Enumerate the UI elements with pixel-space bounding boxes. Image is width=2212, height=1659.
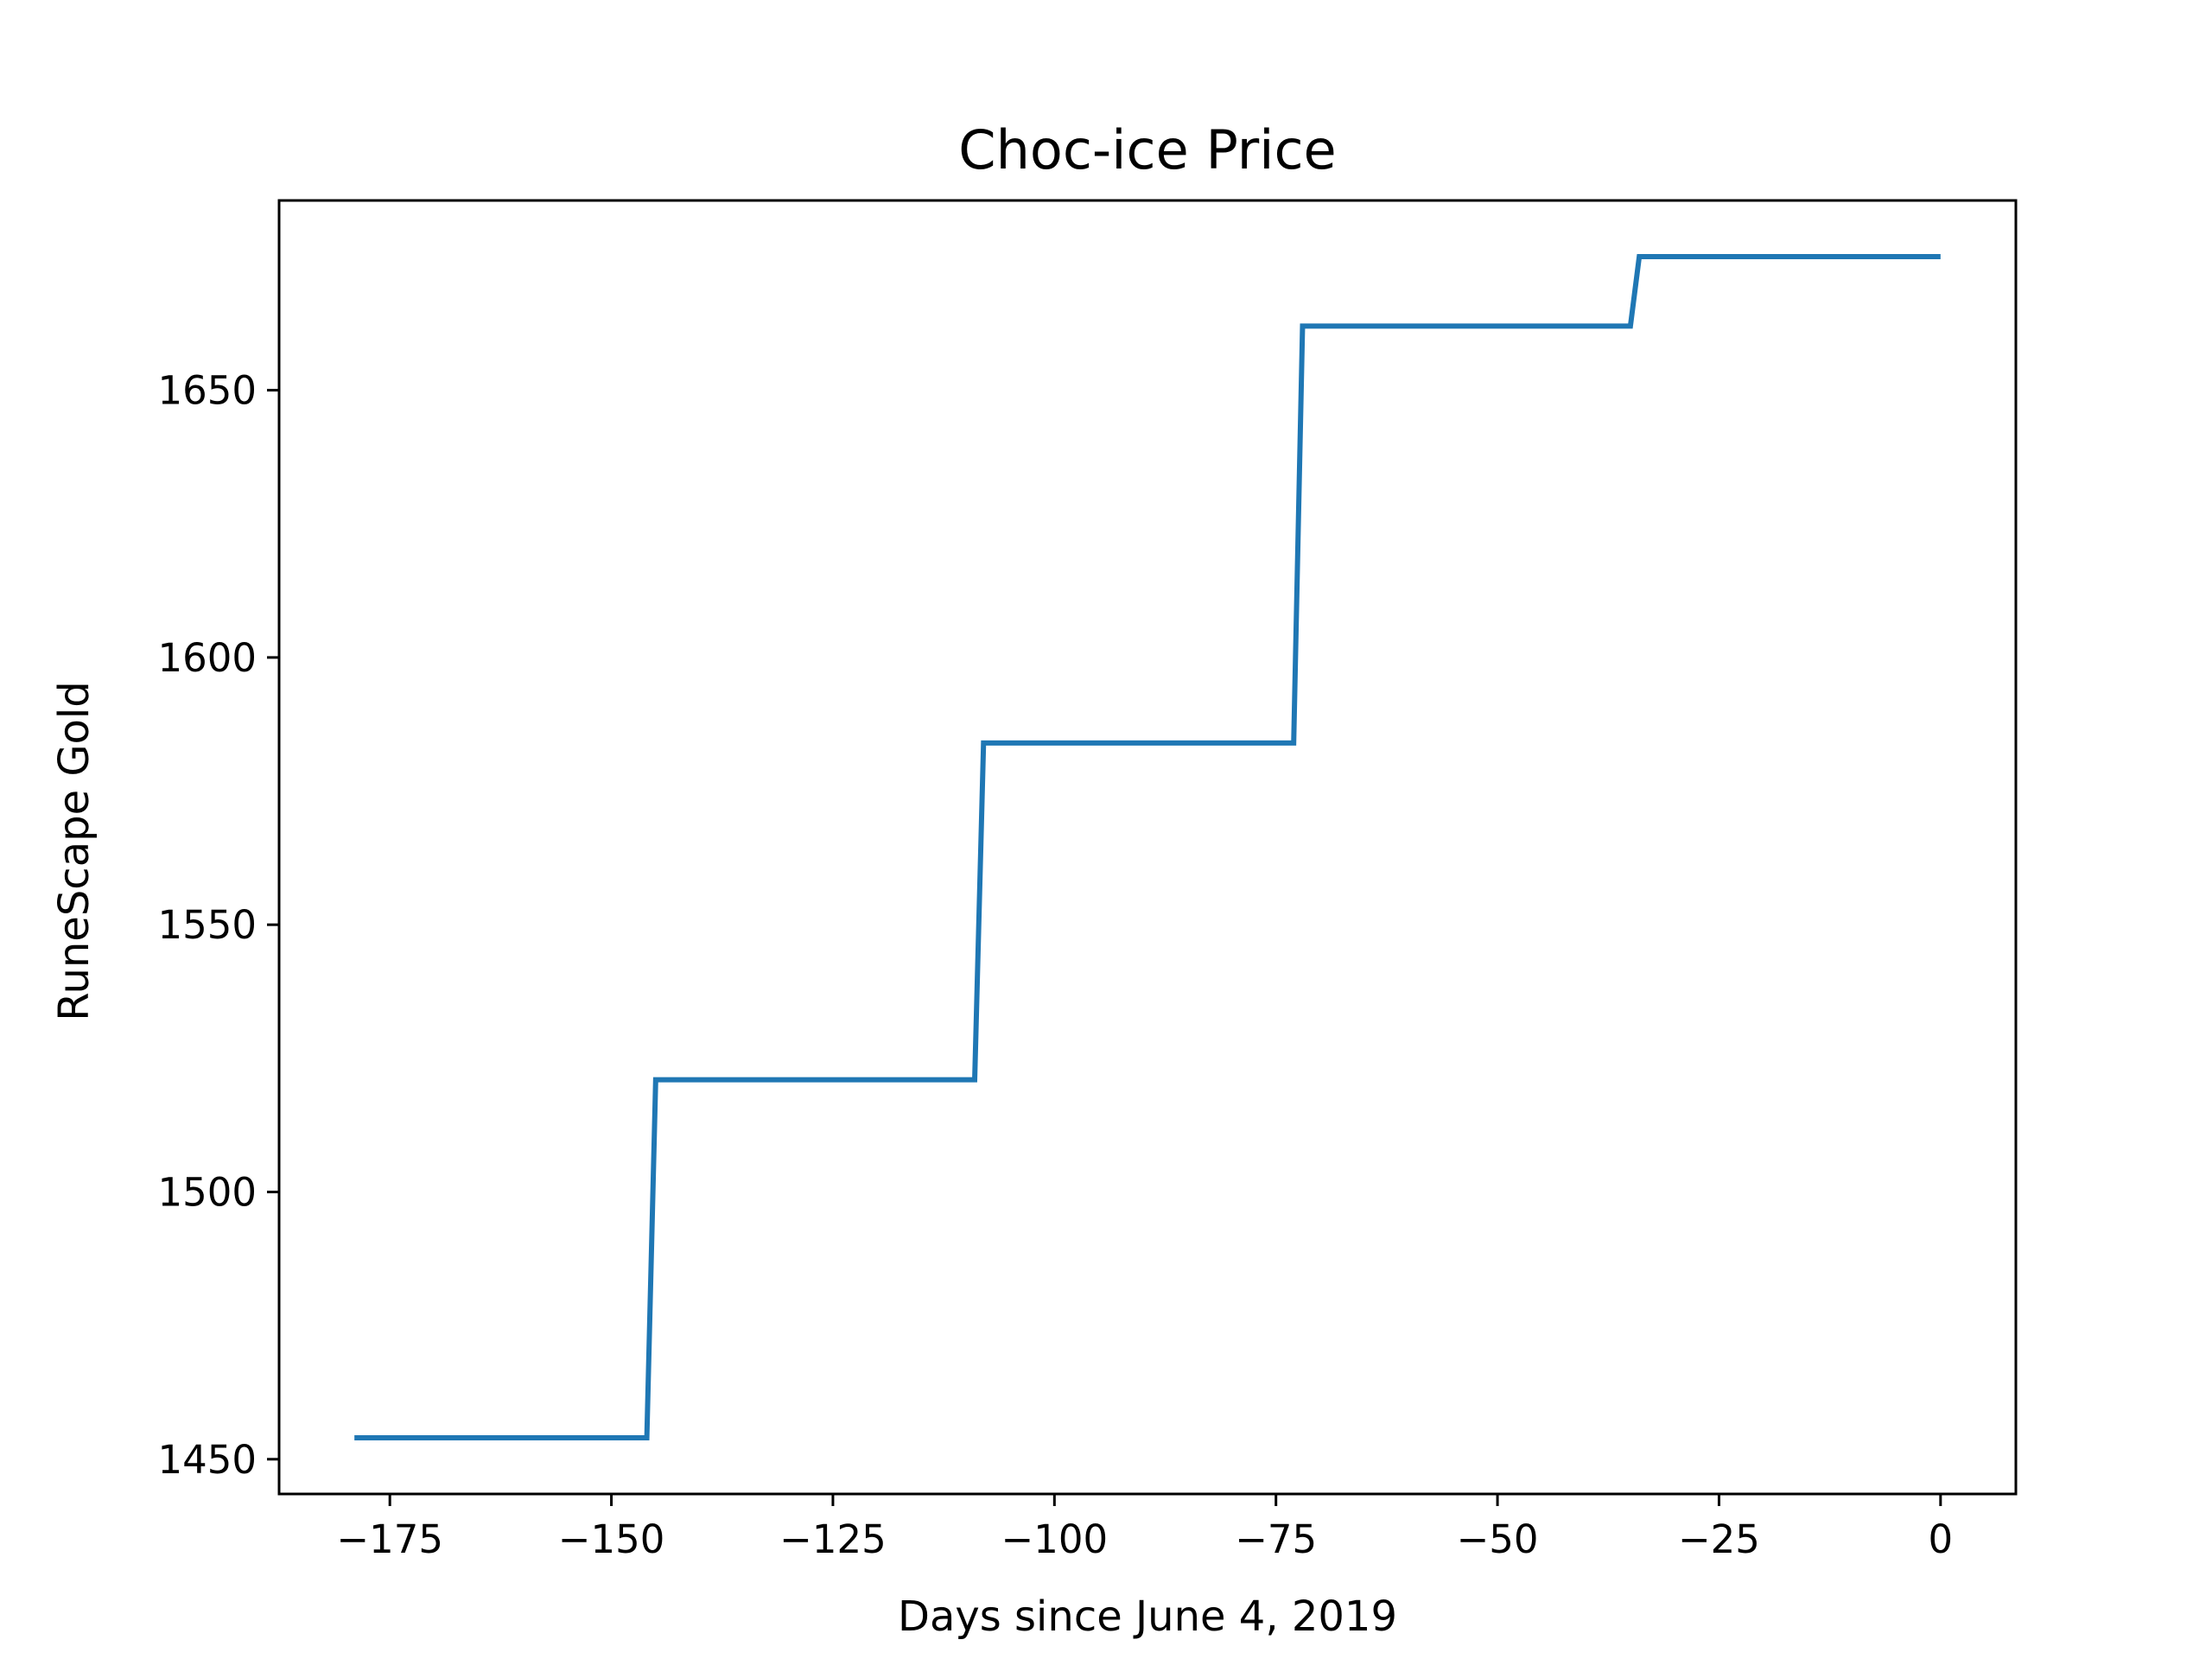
y-tick-label: 1450 xyxy=(157,1437,257,1483)
x-tick-label: −175 xyxy=(336,1516,443,1562)
y-tick-label: 1550 xyxy=(157,902,257,948)
x-tick-label: −25 xyxy=(1678,1516,1760,1562)
x-tick-label: −50 xyxy=(1457,1516,1539,1562)
x-tick-label: −150 xyxy=(558,1516,665,1562)
chart-title: Choc-ice Price xyxy=(958,118,1336,181)
y-tick-label: 1650 xyxy=(157,368,257,414)
y-tick-label: 1600 xyxy=(157,635,257,681)
y-tick-label: 1500 xyxy=(157,1169,257,1215)
x-tick-label: −75 xyxy=(1235,1516,1317,1562)
x-axis-label: Days since June 4, 2019 xyxy=(898,1592,1397,1641)
y-axis-ticks: 1450 1500 1550 1600 1650 xyxy=(157,368,279,1483)
x-axis-ticks: −175 −150 −125 −100 −75 −50 −25 0 xyxy=(336,1494,1953,1562)
series-line-0 xyxy=(354,253,1941,1441)
plot-area xyxy=(354,253,1941,1441)
x-tick-label: −100 xyxy=(1001,1516,1109,1562)
x-tick-label: 0 xyxy=(1929,1516,1954,1562)
axes-frame xyxy=(277,199,2018,1496)
x-tick-label: −125 xyxy=(779,1516,887,1562)
y-axis-label: RuneScape Gold xyxy=(50,681,99,1020)
